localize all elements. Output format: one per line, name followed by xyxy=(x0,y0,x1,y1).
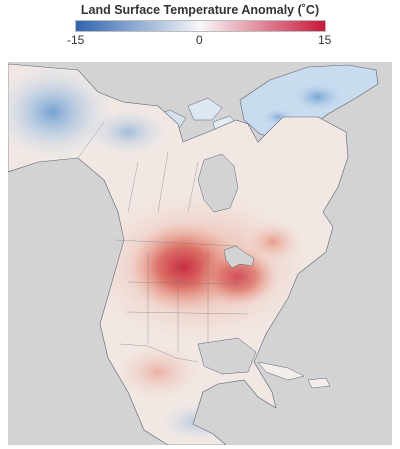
legend-colorbar xyxy=(75,20,326,32)
mexico-warm-anomaly xyxy=(113,342,203,402)
anomaly-shading xyxy=(8,64,318,442)
great-lakes xyxy=(223,245,255,269)
legend-tick-mid: 0 xyxy=(196,33,203,47)
greenland-cold-anomaly xyxy=(290,81,346,113)
hudson-bay xyxy=(197,153,239,213)
state-lines xyxy=(125,248,249,352)
political-borders xyxy=(77,121,249,363)
province-lines xyxy=(127,151,199,213)
hispaniola xyxy=(307,377,331,389)
cuba xyxy=(257,361,305,381)
northeast-warm-anomaly xyxy=(243,220,303,264)
us-canada-border xyxy=(115,239,239,247)
alaska-canada-border xyxy=(77,121,105,159)
legend: Land Surface Temperature Anomaly (˚C) -1… xyxy=(0,0,400,56)
legend-tick-min: -15 xyxy=(67,33,85,47)
legend-tick-max: 15 xyxy=(318,33,332,47)
map-svg xyxy=(8,62,392,445)
arctic-island-2 xyxy=(187,97,223,121)
alaska-cold-anomaly xyxy=(8,64,113,160)
legend-title: Land Surface Temperature Anomaly (˚C) xyxy=(80,3,320,17)
anomaly-map xyxy=(8,62,392,445)
yukon-cold-anomaly xyxy=(88,108,168,156)
us-mexico-border xyxy=(119,343,199,363)
great-lakes-hot-anomaly xyxy=(198,247,278,307)
gulf-of-mexico xyxy=(197,337,257,375)
